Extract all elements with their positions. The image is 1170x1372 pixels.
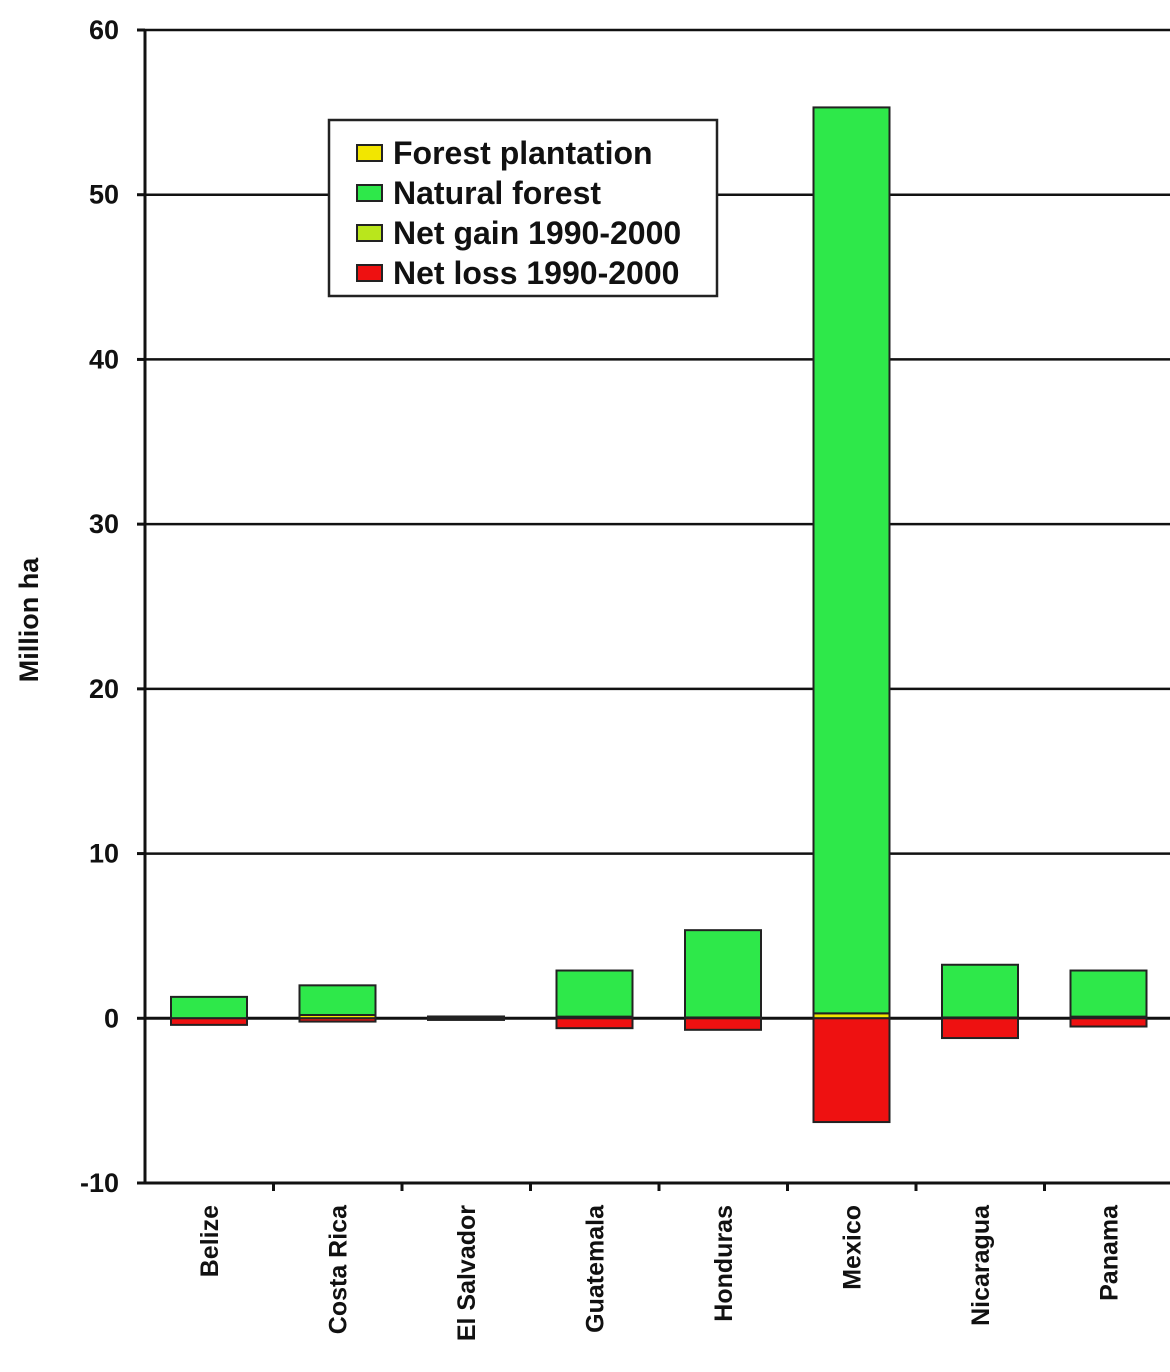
legend-label: Natural forest <box>393 175 601 211</box>
y-ticks: 60 50 40 30 20 10 0 -10 <box>80 15 145 1198</box>
legend: Forest plantation Natural forest Net gain … <box>327 118 719 298</box>
bar-el-salvador-net-loss-1990-2000 <box>427 1017 505 1021</box>
bar-panama-natural-forest <box>1069 969 1148 1018</box>
legend-swatch <box>356 264 383 282</box>
x-ticks: Belize Costa Rica El Salvador Guatemala Hond… <box>196 1183 1124 1341</box>
x-tick-label: Panama <box>1096 1204 1124 1301</box>
bar-nicaragua-natural-forest <box>941 963 1019 1019</box>
x-tick-label: El Salvador <box>453 1205 481 1341</box>
y-tick-label: 40 <box>89 344 119 374</box>
legend-swatch <box>356 184 383 202</box>
bar-guatemala-net-loss-1990-2000 <box>555 1017 634 1030</box>
y-tick-label: 30 <box>89 509 119 539</box>
x-tick-label: Costa Rica <box>325 1204 353 1334</box>
y-tick-label: 60 <box>89 15 119 45</box>
x-tick-label: Belize <box>196 1205 224 1277</box>
y-tick-label: 50 <box>89 180 119 210</box>
x-tick-label: Mexico <box>839 1205 867 1290</box>
y-tick-label: 20 <box>89 674 119 704</box>
legend-label: Net gain 1990-2000 <box>393 215 681 251</box>
bar-honduras-natural-forest <box>684 929 762 1019</box>
y-tick-label: -10 <box>80 1168 119 1198</box>
legend-label: Net loss 1990-2000 <box>393 255 679 291</box>
bar-belize-net-loss-1990-2000 <box>170 1017 248 1026</box>
bar-nicaragua-net-loss-1990-2000 <box>941 1017 1019 1040</box>
bar-honduras-net-loss-1990-2000 <box>684 1017 762 1031</box>
y-axis-label: Million ha <box>14 557 44 682</box>
bar-belize-natural-forest <box>170 995 248 1020</box>
legend-swatch <box>356 144 383 162</box>
bars <box>170 106 1148 1124</box>
x-tick-label: Guatemala <box>582 1204 610 1333</box>
bar-panama-net-loss-1990-2000 <box>1069 1017 1148 1028</box>
bar-costa-rica-natural-forest <box>298 984 377 1016</box>
bar-mexico-natural-forest <box>812 106 891 1015</box>
y-tick-label: 0 <box>104 1003 119 1033</box>
x-tick-label: Nicaragua <box>967 1204 995 1326</box>
bar-mexico-net-loss-1990-2000 <box>812 1017 891 1124</box>
x-tick-label: Honduras <box>710 1205 738 1322</box>
legend-label: Forest plantation <box>393 135 653 171</box>
legend-box <box>327 118 719 298</box>
bar-guatemala-natural-forest <box>555 969 634 1018</box>
legend-swatch <box>356 224 383 242</box>
bar-costa-rica-net-loss-1990-2000 <box>298 1017 377 1023</box>
y-tick-label: 10 <box>89 839 119 869</box>
